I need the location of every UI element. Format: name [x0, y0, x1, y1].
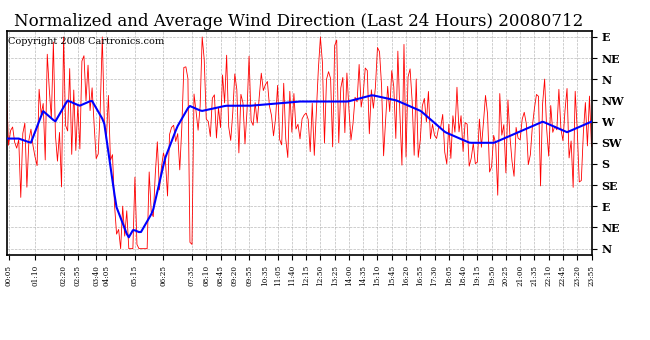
Text: Copyright 2008 Cartronics.com: Copyright 2008 Cartronics.com — [8, 37, 164, 46]
Title: Normalized and Average Wind Direction (Last 24 Hours) 20080712: Normalized and Average Wind Direction (L… — [14, 14, 584, 31]
